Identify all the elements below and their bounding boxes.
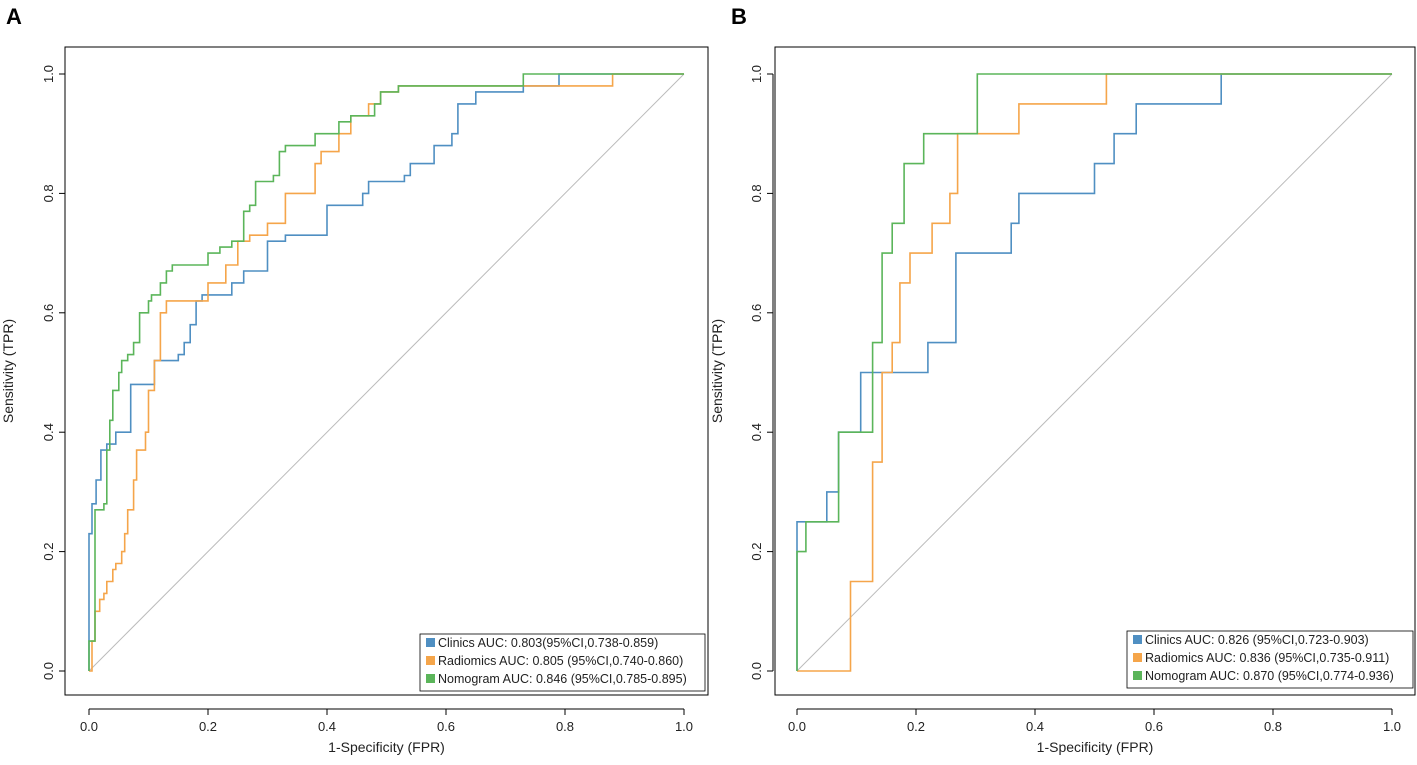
panel-a-label: A	[6, 4, 22, 29]
panel-b-series-line-nomogram	[796, 73, 1392, 671]
panel-b-x-axis: 0.0 0.2 0.4 0.6 0.8 1.0	[788, 708, 1401, 734]
panel-b-plot-frame	[774, 46, 1416, 696]
panel-a-legend-radiomics: Radiomics AUC: 0.805 (95%CI,0.740-0.860)	[438, 654, 683, 668]
panel-a-y-tick-label: 0.8	[41, 184, 56, 202]
panel-a-legend-clinics: Clinics AUC: 0.803(95%CI,0.738-0.859)	[438, 636, 658, 650]
panel-b-y-tick-label: 0.6	[749, 304, 764, 322]
panel-b-y-axis-title: Sensitivity (TPR)	[709, 319, 725, 423]
panel-b-legend-box	[1126, 630, 1414, 689]
panel-a-legend-nomogram: Nomogram AUC: 0.846 (95%CI,0.785-0.895)	[438, 672, 687, 686]
panel-a-x-tick-label: 1.0	[675, 719, 693, 734]
panel-b-y-axis: 0.0 0.2 0.4 0.6 0.8 1.0	[749, 65, 774, 680]
panel-b-x-tick-label: 0.8	[1264, 719, 1282, 734]
panel-a-series-line-clinics	[88, 73, 684, 671]
panel-a-y-tick-label: 0.4	[41, 423, 56, 441]
panel-b-legend-swatch-nomogram	[1133, 671, 1142, 680]
panel-a-diagonal-reference	[88, 73, 685, 672]
panel-b-x-tick-label: 1.0	[1383, 719, 1401, 734]
panel-b-legend-clinics: Clinics AUC: 0.826 (95%CI,0.723-0.903)	[1145, 633, 1369, 647]
panel-b-label: B	[731, 4, 747, 29]
panel-b-series	[796, 73, 1392, 672]
panel-a-x-tick-label: 0.6	[437, 719, 455, 734]
panel-a-series-line-nomogram	[88, 73, 684, 671]
panel-a-series-line-radiomics	[89, 73, 684, 672]
panel-b-y-tick-label: 0.4	[749, 423, 764, 441]
panel-b-series-line-radiomics	[797, 73, 1392, 672]
panel-b-legend-swatch-radiomics	[1133, 653, 1142, 662]
panel-a-legend-swatch-nomogram	[426, 674, 435, 683]
panel-a-series	[88, 73, 684, 672]
panel-a-x-axis-title: 1-Specificity (FPR)	[328, 739, 445, 755]
panel-b-y-tick-label: 0.8	[749, 184, 764, 202]
panel-a-legend-swatch-clinics	[426, 638, 435, 647]
panel-b-y-tick-label: 0.0	[749, 662, 764, 680]
panel-b-legend-swatch-clinics	[1133, 635, 1142, 644]
panel-a-x-tick-label: 0.8	[556, 719, 574, 734]
panel-a-x-axis: 0.0 0.2 0.4 0.6 0.8 1.0	[80, 708, 693, 734]
panel-b: B 0.0 0.2 0.4 0.6 0.8 1.0 0.00.20.40.60.81.0 …	[709, 4, 1416, 755]
panel-b-x-tick-label: 0.6	[1145, 719, 1163, 734]
panel-b-legend: Clinics AUC: 0.826 (95%CI,0.723-0.903) R…	[1126, 630, 1414, 689]
panel-b-x-tick-label: 0.2	[907, 719, 925, 734]
panel-b-y-tick-label: 1.0	[749, 65, 764, 83]
panel-a-y-tick-label: 1.0	[41, 65, 56, 83]
panel-a: A 0.0 0.2 0.4 0.6 0.8 1.0 0.00.20.40.60.81.0 …	[0, 4, 709, 755]
panel-a-y-tick-label: 0.2	[41, 543, 56, 561]
panel-a-x-tick-label: 0.0	[80, 719, 98, 734]
panel-a-y-axis-title: Sensitivity (TPR)	[0, 319, 16, 423]
panel-b-x-axis-title: 1-Specificity (FPR)	[1037, 739, 1154, 755]
panel-b-x-tick-label: 0.4	[1026, 719, 1044, 734]
panel-a-y-axis: 0.0 0.2 0.4 0.6 0.8 1.0	[41, 65, 66, 680]
panel-a-x-tick-label: 0.2	[199, 719, 217, 734]
panel-b-y-tick-label: 0.2	[749, 543, 764, 561]
panel-a-y-tick-label: 0.6	[41, 304, 56, 322]
panel-b-legend-nomogram: Nomogram AUC: 0.870 (95%CI,0.774-0.936)	[1145, 669, 1394, 683]
panel-a-legend-swatch-radiomics	[426, 656, 435, 665]
panel-a-legend: Clinics AUC: 0.803(95%CI,0.738-0.859) Ra…	[419, 633, 706, 692]
panel-b-legend-radiomics: Radiomics AUC: 0.836 (95%CI,0.735-0.911)	[1145, 651, 1389, 665]
panel-b-x-tick-label: 0.0	[788, 719, 806, 734]
panel-a-x-tick-label: 0.4	[318, 719, 336, 734]
panel-a-legend-box	[419, 633, 706, 692]
panel-a-y-tick-label: 0.0	[41, 662, 56, 680]
panel-b-diagonal-reference	[796, 73, 1393, 672]
